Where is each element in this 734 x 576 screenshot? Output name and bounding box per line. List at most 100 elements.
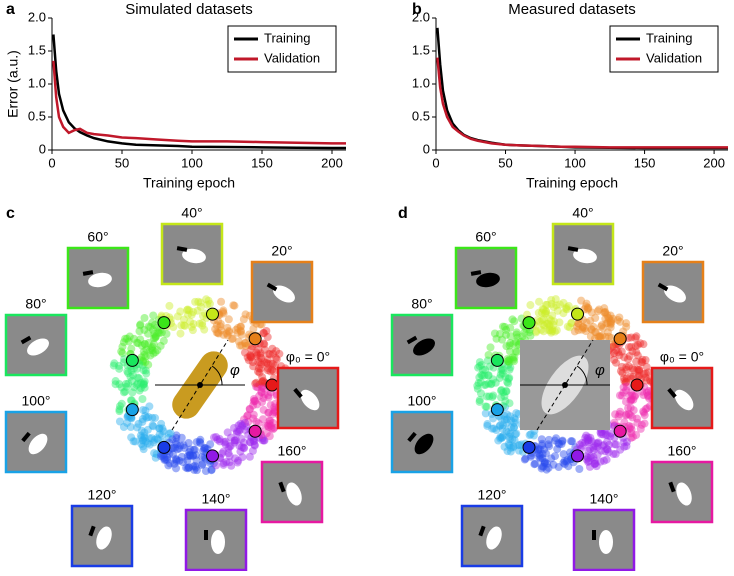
point [506, 363, 515, 372]
point [258, 436, 267, 445]
point [269, 367, 278, 376]
point [502, 427, 511, 436]
legend-label: Training [264, 30, 310, 45]
point [597, 322, 606, 331]
point [537, 435, 546, 444]
point [191, 461, 200, 470]
point [590, 456, 599, 465]
x-tick-label: 50 [115, 155, 129, 170]
center-dot [197, 382, 203, 388]
point [138, 361, 147, 370]
point [643, 404, 652, 413]
point [254, 367, 263, 376]
point [512, 328, 521, 337]
point [132, 338, 141, 347]
y-axis-label: Error (a.u.) [5, 50, 21, 118]
point [540, 457, 549, 466]
point [241, 418, 250, 427]
point [641, 373, 650, 382]
point [141, 366, 150, 375]
point [110, 359, 119, 368]
point [545, 442, 554, 451]
point [584, 438, 593, 447]
point [116, 402, 125, 411]
point [127, 376, 136, 385]
blob [478, 525, 486, 537]
point [621, 378, 630, 387]
point [581, 327, 590, 336]
point [480, 371, 489, 380]
panel-letter: d [398, 205, 408, 222]
point [183, 452, 192, 461]
blob [273, 285, 295, 303]
point [496, 433, 505, 442]
point [535, 297, 544, 306]
point [567, 319, 576, 328]
point [229, 301, 238, 310]
point [608, 342, 617, 351]
point [477, 360, 486, 369]
point [140, 432, 149, 441]
point [589, 443, 598, 452]
blob [27, 338, 49, 356]
point [212, 461, 221, 470]
point [170, 459, 179, 468]
blob [293, 387, 303, 399]
point [182, 463, 191, 472]
point [489, 375, 498, 384]
point [509, 442, 518, 451]
point [571, 443, 580, 452]
point [165, 459, 174, 468]
point [263, 359, 272, 368]
point [584, 304, 593, 313]
point [239, 438, 248, 447]
point [503, 447, 512, 456]
point [638, 355, 647, 364]
point [624, 422, 633, 431]
point [627, 333, 636, 342]
point [510, 414, 519, 423]
point [239, 315, 248, 324]
point [139, 445, 148, 454]
point [549, 321, 558, 330]
point [137, 341, 146, 350]
point [121, 334, 130, 343]
point [495, 329, 504, 338]
point [260, 340, 269, 349]
point [126, 396, 135, 405]
point [151, 332, 160, 341]
point [635, 371, 644, 380]
point [591, 328, 600, 337]
point [617, 362, 626, 371]
point [152, 450, 161, 459]
point [538, 454, 547, 463]
point [237, 341, 246, 350]
point [599, 324, 608, 333]
point [176, 441, 185, 450]
point [188, 326, 197, 335]
blob [657, 282, 669, 292]
point [249, 324, 258, 333]
point [616, 445, 625, 454]
point [267, 424, 276, 433]
point [636, 339, 645, 348]
point [491, 378, 500, 387]
point [585, 444, 594, 453]
point [551, 295, 560, 304]
point [539, 305, 548, 314]
point [599, 430, 608, 439]
point [223, 428, 232, 437]
point [255, 391, 264, 400]
blob [286, 482, 302, 506]
point [633, 351, 642, 360]
point [484, 371, 493, 380]
point [603, 318, 612, 327]
point [615, 313, 624, 322]
point [594, 332, 603, 341]
point [521, 454, 530, 463]
point [236, 322, 245, 331]
point [185, 306, 194, 315]
point [127, 433, 136, 442]
point [502, 387, 511, 396]
point [172, 457, 181, 466]
